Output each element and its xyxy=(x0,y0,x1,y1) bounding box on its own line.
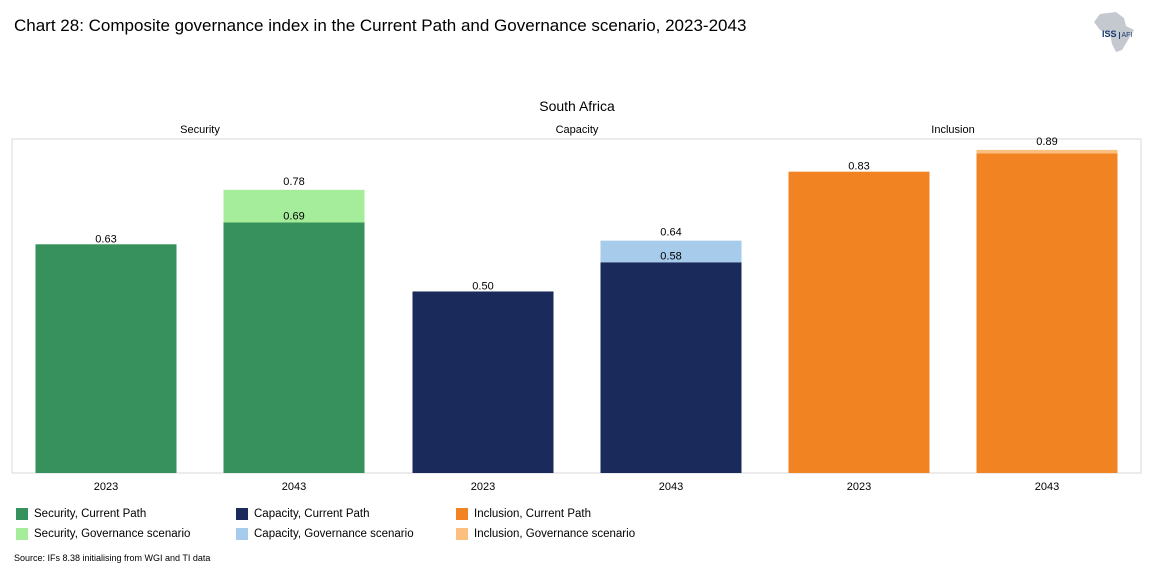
iss-afi-logo: ISS AFI xyxy=(1102,29,1133,39)
bar-current-path xyxy=(412,291,554,473)
chart-subtitle: South Africa xyxy=(539,98,615,114)
bar-current-path xyxy=(600,262,742,473)
bar-current-path xyxy=(976,153,1118,474)
data-label-scenario: 0.89 xyxy=(1036,136,1057,148)
data-label-scenario: 0.64 xyxy=(660,227,681,239)
data-label-current: 0.63 xyxy=(95,233,116,245)
data-label-current: 0.58 xyxy=(660,250,681,262)
legend-item-capacity-scenario: Capacity, Governance scenario xyxy=(236,528,414,540)
legend-item-inclusion-current: Inclusion, Current Path xyxy=(456,508,591,520)
x-tick-label: 2043 xyxy=(1035,481,1059,493)
bar-current-path xyxy=(223,222,365,473)
source-note: Source: IFs 8.38 initialising from WGI a… xyxy=(14,553,211,563)
plot-frame xyxy=(11,138,1142,474)
legend-swatch xyxy=(456,508,468,520)
legend-swatch xyxy=(236,528,248,540)
facet-label-inclusion: Inclusion xyxy=(931,124,975,136)
x-tick-label: 2043 xyxy=(282,481,306,493)
legend-item-capacity-current: Capacity, Current Path xyxy=(236,508,369,520)
chart-title: Chart 28: Composite governance index in … xyxy=(14,16,747,35)
legend-swatch xyxy=(236,508,248,520)
africa-map-icon xyxy=(1094,12,1134,52)
x-tick-label: 2023 xyxy=(471,481,495,493)
bar-scenario-increment xyxy=(976,149,1118,154)
data-label-current: 0.69 xyxy=(283,211,304,223)
bar-scenario-increment xyxy=(600,240,742,263)
x-tick-label: 2023 xyxy=(94,481,118,493)
legend-swatch xyxy=(16,528,28,540)
legend-item-security-current: Security, Current Path xyxy=(16,508,146,520)
facet-label-security: Security xyxy=(180,124,220,136)
facet-label-capacity: Capacity xyxy=(555,124,599,136)
legend-swatch xyxy=(456,528,468,540)
legend-swatch xyxy=(16,508,28,520)
legend-item-security-scenario: Security, Governance scenario xyxy=(16,528,190,540)
bar-current-path xyxy=(788,171,930,473)
data-label-current: 0.83 xyxy=(848,161,869,173)
x-tick-label: 2023 xyxy=(847,481,871,493)
bar-scenario-increment xyxy=(223,189,365,223)
legend-item-inclusion-scenario: Inclusion, Governance scenario xyxy=(456,528,635,540)
x-tick-label: 2043 xyxy=(659,481,683,493)
data-label-current: 0.50 xyxy=(472,280,493,292)
data-label-scenario: 0.78 xyxy=(283,176,304,188)
bar-current-path xyxy=(35,244,177,473)
